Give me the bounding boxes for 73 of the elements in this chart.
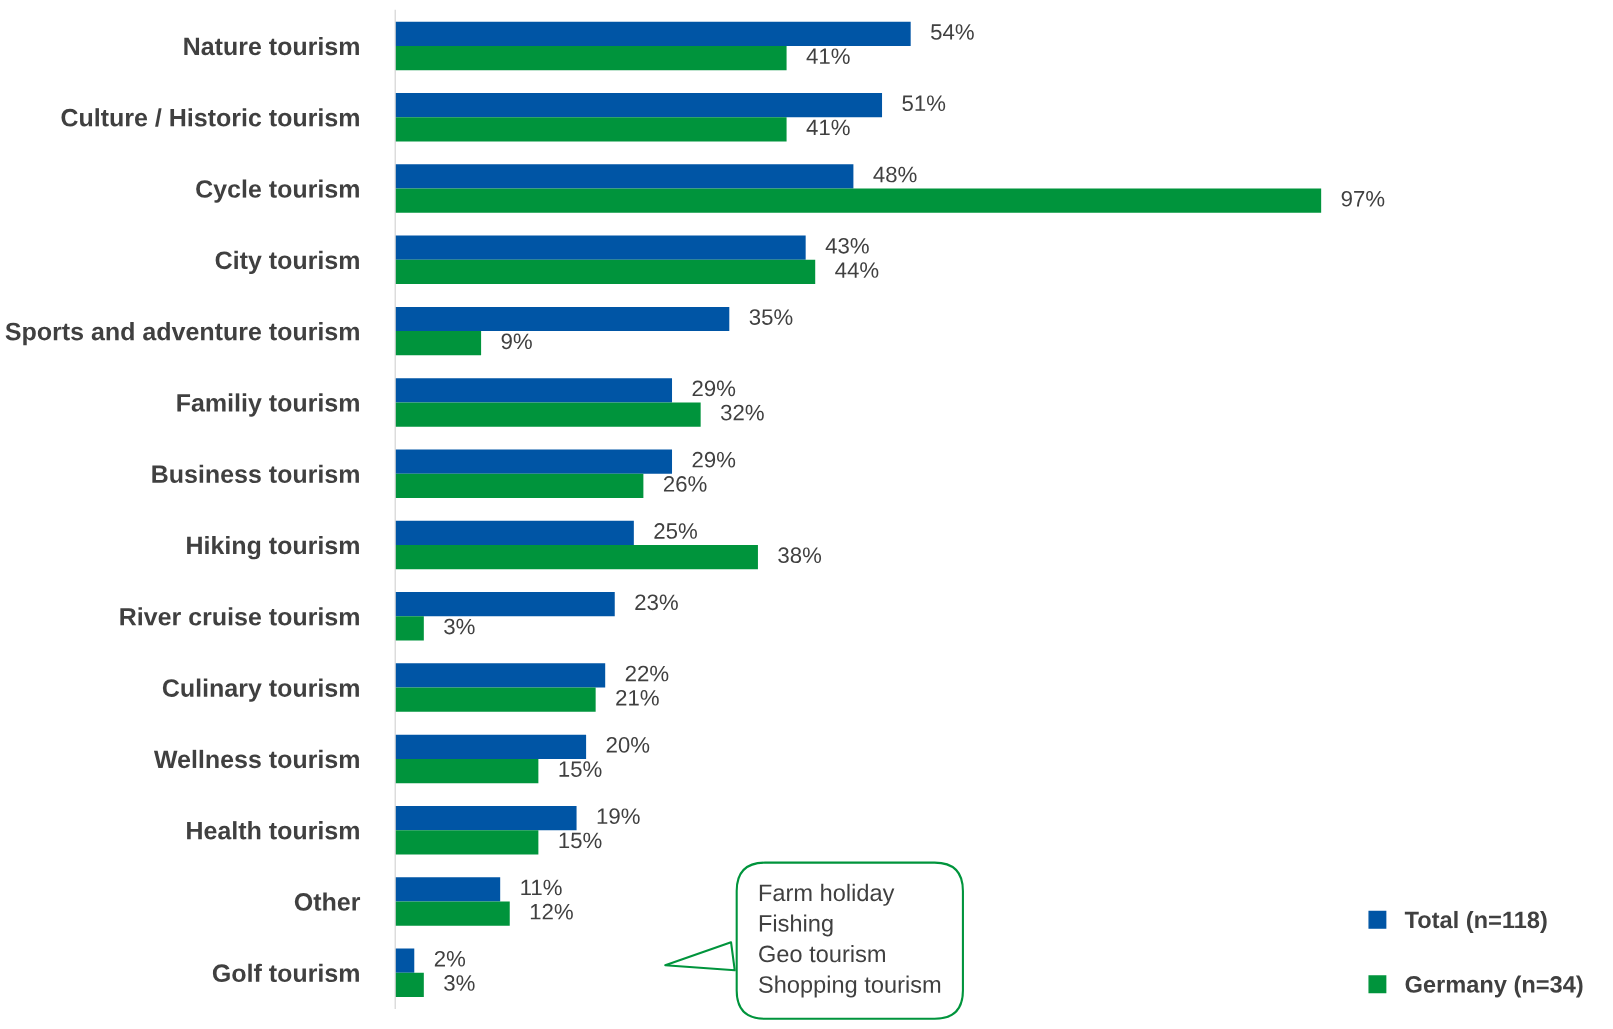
bar: [395, 687, 596, 712]
bar: [395, 948, 415, 973]
y-tick-label: Golf tourism: [212, 963, 359, 983]
y-tick-label: Familiy tourism: [177, 393, 359, 417]
bar: [395, 449, 673, 474]
bar: [395, 473, 644, 498]
bar: [395, 402, 701, 427]
bar: [395, 758, 539, 784]
data-label: 48%: [873, 166, 917, 183]
y-tick-label: Sports and adventure tourism: [5, 322, 359, 346]
bar: [395, 45, 787, 71]
y-tick-label: Culture / Historic tourism: [61, 108, 359, 127]
bar: [395, 805, 577, 831]
bar: [395, 520, 634, 545]
data-label: 23%: [635, 594, 678, 611]
data-label: 26%: [663, 476, 707, 492]
bar: [395, 235, 806, 260]
data-label: 22%: [625, 665, 669, 682]
bar: [395, 164, 854, 189]
data-label: 97%: [1341, 190, 1385, 207]
annotation: Farm holiday Fishing Geo tourism Shopping tourism: [759, 883, 941, 998]
data-label: 25%: [654, 523, 697, 539]
data-label: 3%: [444, 975, 475, 991]
data-label: 15%: [559, 761, 602, 777]
data-label: 19%: [597, 808, 640, 825]
data-label: 11%: [521, 879, 562, 896]
y-tick-label: Other: [294, 892, 361, 911]
bar: [395, 117, 787, 142]
bar: [395, 306, 730, 332]
bar: [395, 734, 587, 759]
y-tick-label: Hiking tourism: [187, 535, 359, 560]
data-label: 2%: [434, 950, 466, 967]
data-label: 38%: [778, 547, 822, 564]
y-tick-label: Nature tourism: [184, 36, 359, 56]
data-label: 29%: [692, 380, 736, 397]
bar: [395, 188, 1322, 213]
data-label: 51%: [902, 95, 946, 112]
data-label: 21%: [616, 689, 659, 706]
legend-label: Total (n=118): [1404, 910, 1547, 933]
data-label: 32%: [720, 404, 764, 421]
bar: [395, 592, 615, 617]
bar: [395, 378, 673, 403]
bar: [395, 545, 758, 570]
data-label: 3%: [444, 618, 475, 635]
data-label: 54%: [931, 24, 974, 40]
bar: [395, 901, 510, 926]
data-label: 9%: [501, 333, 532, 350]
data-label: 35%: [749, 309, 793, 325]
bar: [395, 663, 606, 688]
y-tick-label: Wellness tourism: [153, 749, 359, 769]
data-label: 44%: [835, 262, 879, 278]
bar: [395, 972, 424, 998]
y-tick-label: Health tourism: [187, 821, 359, 840]
data-label: 20%: [606, 737, 650, 753]
bar: [395, 259, 816, 285]
data-label: 41%: [806, 119, 850, 136]
y-tick-label: Culinary tourism: [162, 678, 359, 702]
bar: [395, 92, 883, 118]
data-label: 41%: [806, 48, 850, 64]
bar: [395, 331, 482, 356]
data-label: 29%: [692, 451, 736, 468]
legend-label: Germany (n=34): [1405, 975, 1583, 998]
y-tick-label: City tourism: [215, 250, 359, 275]
bar: [395, 21, 911, 46]
bar: [395, 616, 424, 641]
y-tick-label: River cruise tourism: [120, 607, 359, 626]
data-label: 15%: [559, 832, 602, 849]
y-tick-label: Business tourism: [152, 464, 359, 484]
bar: [395, 830, 539, 855]
bar: [395, 877, 501, 902]
data-label: 12%: [530, 903, 573, 920]
data-label: 43%: [825, 237, 869, 254]
y-tick-label: Cycle tourism: [196, 179, 359, 203]
